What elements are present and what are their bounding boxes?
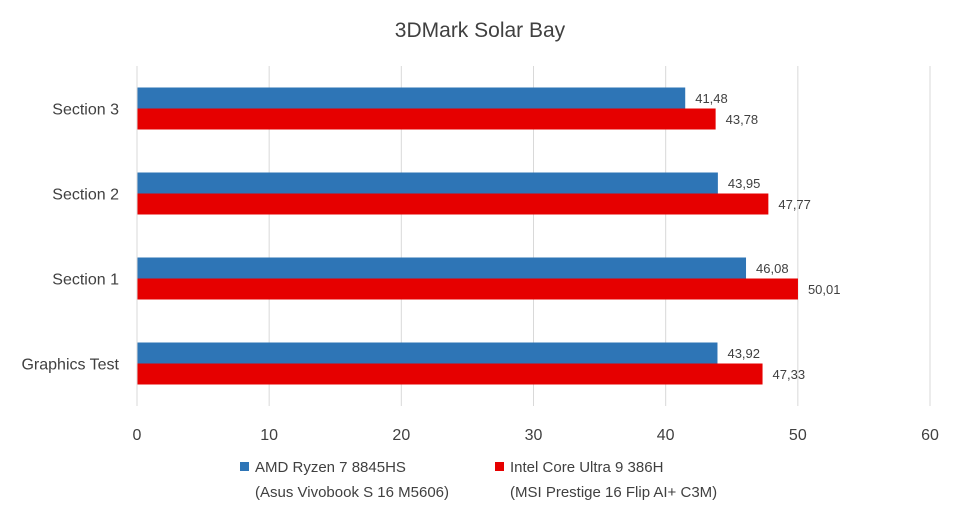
x-tick-label: 40 — [657, 427, 675, 444]
data-label: 43,92 — [727, 346, 760, 361]
chart-title: 3DMark Solar Bay — [395, 19, 566, 42]
legend-label: AMD Ryzen 7 8845HS — [255, 459, 406, 476]
x-tick-label: 20 — [392, 427, 410, 444]
legend-swatch — [495, 462, 504, 471]
data-label: 50,01 — [808, 282, 841, 297]
legend-sublabel: (Asus Vivobook S 16 M5606) — [255, 484, 449, 501]
category-label: Graphics Test — [21, 357, 119, 374]
data-label: 47,77 — [778, 197, 811, 212]
category-label: Section 2 — [52, 187, 119, 204]
bar-amd — [137, 87, 686, 109]
data-label: 41,48 — [695, 91, 728, 106]
x-tick-label: 60 — [921, 427, 939, 444]
bar-amd — [137, 257, 747, 279]
data-label: 46,08 — [756, 261, 789, 276]
data-label: 43,78 — [726, 112, 759, 127]
bar-amd — [137, 172, 718, 194]
x-tick-label: 30 — [525, 427, 543, 444]
category-label: Section 1 — [52, 272, 119, 289]
bar-intel — [137, 363, 763, 385]
data-label: 47,33 — [773, 367, 806, 382]
data-label: 43,95 — [728, 176, 761, 191]
bar-intel — [137, 193, 769, 215]
legend-sublabel: (MSI Prestige 16 Flip AI+ C3M) — [510, 484, 717, 501]
x-tick-label: 0 — [133, 427, 142, 444]
bar-intel — [137, 278, 798, 300]
x-tick-label: 10 — [260, 427, 278, 444]
bar-intel — [137, 108, 716, 130]
legend-swatch — [240, 462, 249, 471]
x-tick-label: 50 — [789, 427, 807, 444]
category-label: Section 3 — [52, 102, 119, 119]
legend-label: Intel Core Ultra 9 386H — [510, 459, 663, 476]
bar-amd — [137, 342, 718, 364]
